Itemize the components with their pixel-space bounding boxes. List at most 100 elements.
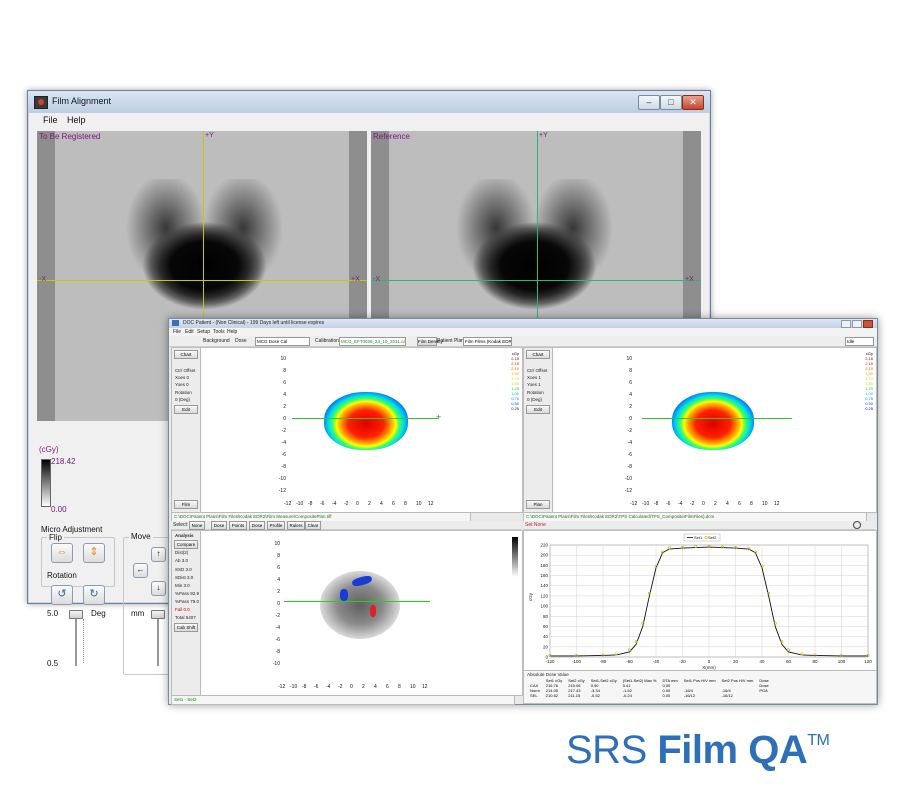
brand-prefix: SRS [566,728,647,772]
analysis-field-1: Ab 3.0 [175,558,189,563]
film-density-button[interactable]: Film Density [417,337,443,346]
edit-button[interactable]: Edit [174,405,198,414]
profile-line[interactable] [642,418,792,419]
table-cell: 0.00 [662,683,671,688]
rotate-cw-button[interactable]: ↻ [83,585,105,605]
rotate-ccw-button[interactable]: ↺ [51,585,73,605]
flip-vertical-button[interactable]: ⇕ [83,543,105,563]
y-tick-label: 6 [283,380,286,386]
move-left-button[interactable]: ← [133,563,148,578]
series-set2-point [628,648,632,652]
move-down-button[interactable]: ↓ [151,581,166,596]
series-set2-point [839,653,843,657]
select-dose[interactable]: Dose [211,521,227,530]
profile-end-marker[interactable]: + [436,412,442,422]
xoffset-label: Xoes 0 [175,375,190,380]
analysis-field-4: Min 3.0 [175,583,190,588]
flip-horizontal-button[interactable]: ⇔ [51,543,73,563]
move-slider-track[interactable] [157,614,159,666]
profile-line[interactable] [292,418,438,419]
series-set2-point [634,640,638,644]
doc-titlebar[interactable]: DOC Patient - (Non Clinical) - 199 Days … [169,319,877,328]
patient-plan-select[interactable]: Film Films (Kodak EDR2) [463,337,512,346]
menu-file[interactable]: File [43,115,58,125]
maximize-button[interactable]: □ [660,95,682,110]
right-strip: Set None [523,521,875,530]
minimize-button[interactable] [841,320,851,328]
close-button[interactable]: ✕ [682,95,704,110]
menu-tools[interactable]: Tools [213,329,225,335]
minimize-button[interactable]: – [638,95,660,110]
doc-patient-window: DOC Patient - (Non Clinical) - 199 Days … [168,318,878,705]
select-dose-2[interactable]: Dose [249,521,265,530]
x-tick-label: 12 [774,501,780,507]
analysis-field-6: %Pass 79.0 [175,599,200,604]
table-cell: 215.06 [568,683,581,688]
set-none-label: Set None [525,522,546,528]
menu-edit[interactable]: Edit [185,329,194,335]
zoom-icon[interactable] [853,521,861,529]
x-tick-label: -8 [302,684,307,690]
series-set2-point [747,547,751,551]
edit-button[interactable]: Edit [526,405,550,414]
film-button[interactable]: Flim [174,500,198,509]
cab-shift-button[interactable]: Cab Shift [174,623,198,632]
film-dose-view[interactable]: Chart Ctr/ Offset Xoes 0 Yoes 0 Rotation… [171,347,523,513]
legend-unit: cGy [865,351,873,356]
move-slider-thumb[interactable] [151,610,165,619]
x-tick-label: -4 [326,684,331,690]
profile-line[interactable] [284,601,430,602]
y-tick-label: -10 [278,476,286,482]
y-tick-label: 140 [540,583,548,588]
x-tick-label: -10 [290,684,298,690]
x-tick-label: 4 [380,501,383,507]
select-toolbar: Select: None Dose Points Dose Profile Ru… [171,521,521,530]
maximize-button[interactable] [852,320,862,328]
menu-help[interactable]: Help [227,329,238,335]
series-set2-point [694,545,698,549]
table-row: Norm 214.05 217.43 -3.34 -1.52 0.00 -16/4 -16/4… [527,688,772,693]
vertical-crosshair[interactable] [203,131,204,421]
chart-button[interactable]: Chart [174,350,198,359]
horizontal-crosshair[interactable] [37,280,367,281]
plan-button[interactable]: Plan [526,500,550,509]
y-tick-label: 2 [629,404,632,410]
horizontal-crosshair[interactable] [371,280,701,281]
close-button[interactable] [863,320,873,328]
menu-help[interactable]: Help [67,115,86,125]
y-tick-label: 2 [277,589,280,595]
compare-button[interactable]: Compare [174,540,198,549]
vertical-crosshair[interactable] [537,131,538,421]
axis-label-left: -X [373,276,380,283]
calibration-select[interactable]: MCG_EFT0036_24_10_2011.cal [339,337,406,346]
series-set2-point [813,653,817,657]
table-cell: -16/12 [683,693,696,698]
legend-entry: 0.50 [865,401,873,406]
dose-select[interactable]: MCG Dose Cal [255,337,310,346]
menu-setup[interactable]: Setup [197,329,211,335]
select-clear[interactable]: Clear [305,521,321,530]
select-points[interactable]: Points [229,521,247,530]
chart-button[interactable]: Chart [526,350,550,359]
x-tick-label: 12 [422,684,428,690]
rotation-label: Rotation [175,390,192,395]
move-up-button[interactable]: ↑ [151,547,166,562]
y-tick-label: 8 [629,368,632,374]
gamma-analysis-view[interactable]: Analysis Compare Dist(2) Ab 3.0 SSD 3.0 … [171,530,523,696]
select-profile[interactable]: Profile [267,521,285,530]
x-tick-label: 0 [356,501,359,507]
y-tick-label: 0 [545,655,548,660]
table-cell: -16/4 [683,688,693,693]
select-none[interactable]: None [189,521,205,530]
select-label: Select: [173,522,189,528]
rotation-slider-track[interactable] [75,614,77,666]
menu-file[interactable]: File [173,329,182,335]
table-cell: DTA mm [662,678,678,683]
status-idle: Idle [845,337,874,346]
select-rulers[interactable]: Rulers [287,521,305,530]
plan-dose-view[interactable]: Chart Ctr/ Offset Xoes 1 Yoes 1 Rotation… [523,347,877,513]
rotation-slider-thumb[interactable] [69,610,83,619]
legend-label-set2: Set2 [708,535,717,540]
film-alignment-titlebar[interactable]: Film Alignment – □ ✕ [28,91,710,113]
